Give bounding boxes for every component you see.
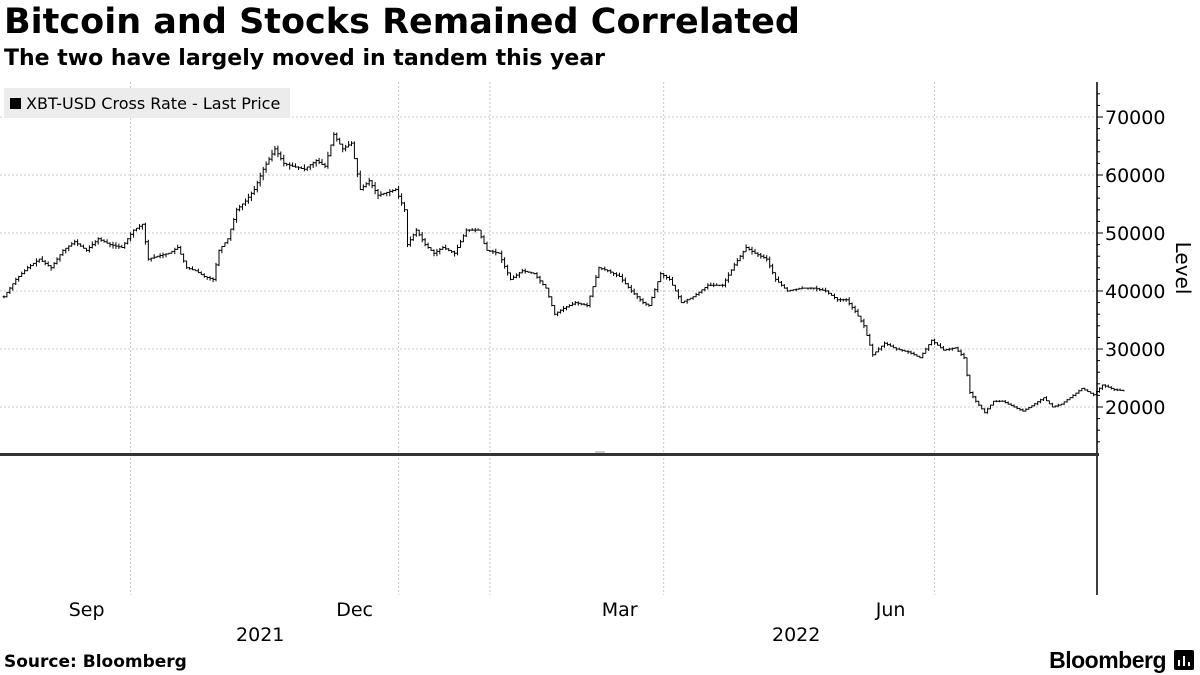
x-tick-label: Dec	[336, 599, 373, 621]
y-tick-label: 20000	[1105, 397, 1165, 419]
x-year-label: 2021	[236, 624, 284, 646]
x-gridlines	[130, 82, 936, 595]
x-year-label: 2022	[772, 624, 820, 646]
y-tick-labels: 20000 30000 40000 50000 60000 70000	[1097, 93, 1165, 443]
legend-label: XBT-USD Cross Rate - Last Price	[26, 93, 281, 113]
bloomberg-terminal-icon	[1174, 650, 1194, 670]
x-tick-label: Sep	[69, 599, 105, 621]
brand-logo-text: Bloomberg	[1049, 647, 1166, 673]
chart-title: Bitcoin and Stocks Remained Correlated	[4, 2, 800, 42]
panel-divider	[0, 453, 1099, 456]
legend-swatch	[10, 97, 21, 109]
price-series-line	[2, 132, 1125, 414]
axes	[0, 82, 1099, 595]
source-note: Source: Bloomberg	[4, 652, 187, 672]
y-tick-label: 60000	[1105, 165, 1165, 187]
chart-subtitle: The two have largely moved in tandem thi…	[4, 46, 606, 71]
y-tick-label: 50000	[1105, 223, 1165, 245]
y-tick-label: 30000	[1105, 339, 1165, 361]
y-tick-label: 40000	[1105, 281, 1165, 303]
y-tick-label: 70000	[1105, 107, 1165, 129]
legend: XBT-USD Cross Rate - Last Price	[4, 88, 291, 118]
y-axis-label: Level	[1171, 242, 1195, 295]
x-tick-labels: Sep Dec Mar Jun 2021 2022	[69, 599, 906, 646]
price-series	[2, 132, 1125, 414]
x-tick-label: Mar	[602, 599, 638, 621]
y-gridlines	[0, 116, 1097, 408]
x-tick-label: Jun	[875, 599, 906, 621]
